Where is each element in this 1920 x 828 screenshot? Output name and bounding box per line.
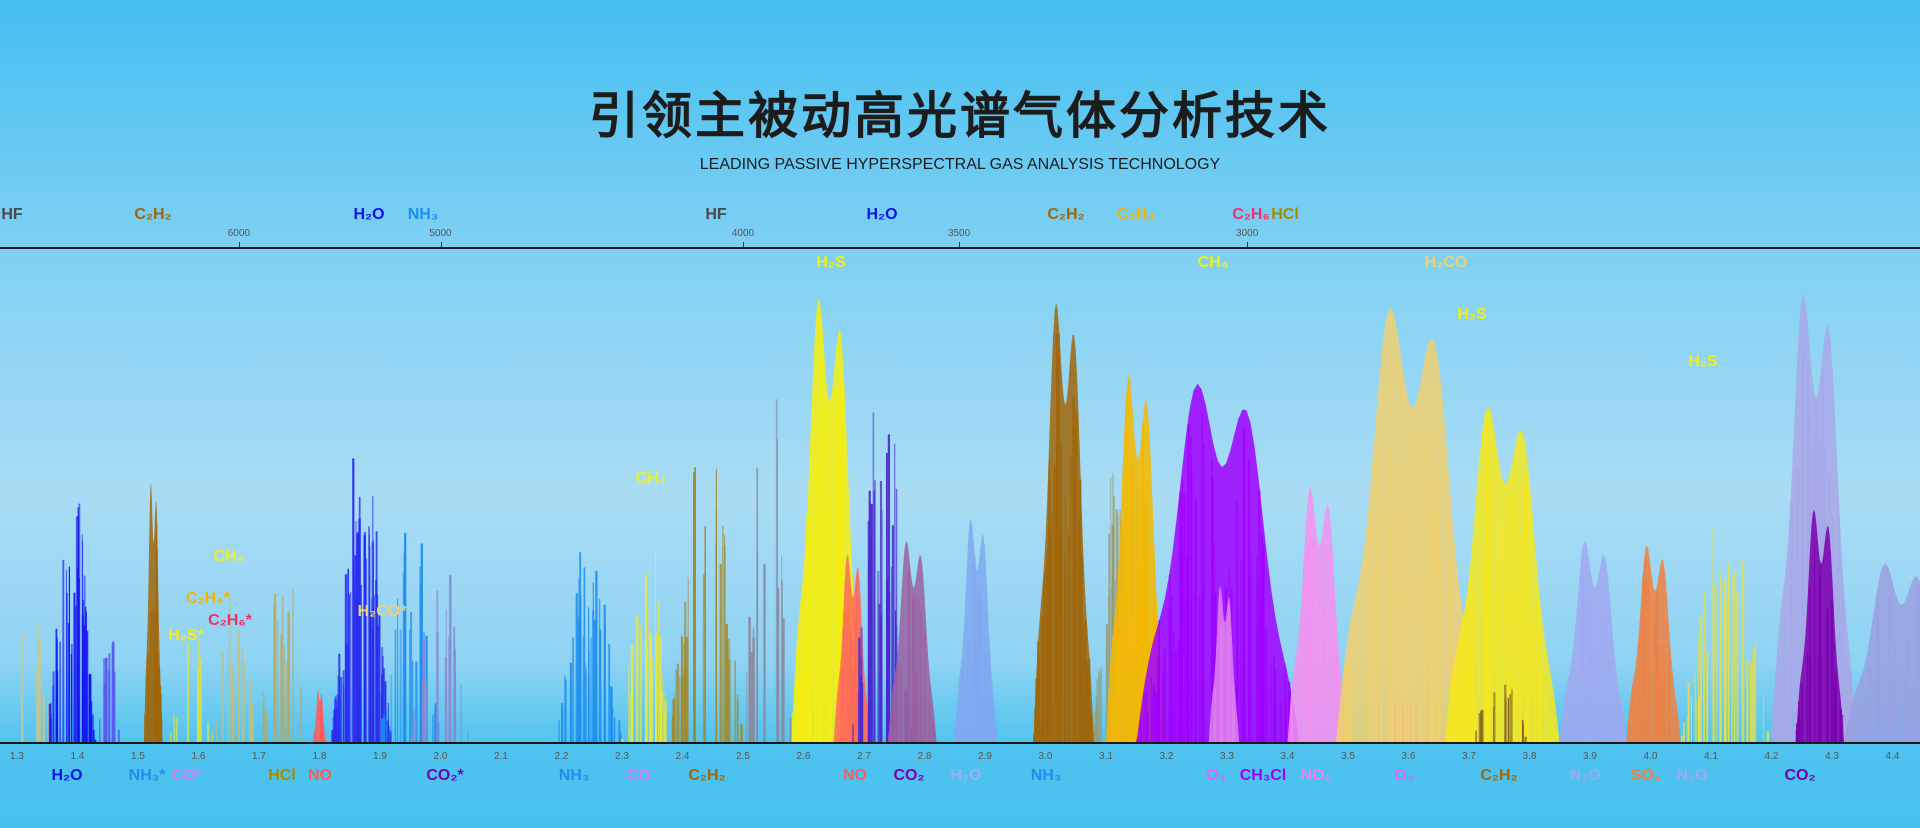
absorption-band [1444,406,1560,743]
bottom-gas-label: C₂H₂ [1480,767,1518,784]
bottom-gas-label: H₂O [950,767,982,784]
top-gas-label: HF [1,206,23,223]
bottom-tick-label: 3.5 [1341,751,1355,762]
bottom-gas-label: HCl [268,767,296,784]
bottom-tick-label: 1.8 [312,751,327,762]
bottom-tick-label: 1.3 [10,751,24,762]
bottom-tick-label: 4.2 [1764,751,1779,762]
bottom-gas-label: CO₂ [893,767,925,784]
bottom-tick-label: 3.7 [1462,751,1476,762]
bottom-tick-label: 2.7 [857,751,871,762]
bottom-tick-label: 4.4 [1885,751,1900,762]
inner-gas-label: H₂S* [168,627,204,644]
bottom-tick-label: 4.1 [1704,751,1718,762]
inner-gas-label: C₂H₆* [208,612,252,629]
bottom-tick-label: 1.6 [191,751,206,762]
bottom-tick-label: 2.2 [554,751,569,762]
bottom-tick-label: 2.6 [796,751,811,762]
bottom-tick-label: 2.0 [433,751,448,762]
bottom-gas-label: O₃ [1394,767,1414,784]
bottom-gas-label: C₂H₂ [688,767,726,784]
inner-gas-label: H₂S [816,254,846,271]
bottom-tick-label: 2.1 [494,751,508,762]
absorption-band [1559,540,1627,743]
bottom-gas-label: CO₂* [426,767,464,784]
bottom-tick-label: 1.9 [373,751,387,762]
top-tick-label: 6000 [227,228,250,239]
bottom-tick-label: 1.7 [252,751,266,762]
top-tick-mark [743,242,744,248]
top-gas-label: C₂H₄ [1117,206,1155,223]
spectrum-plot [21,293,1920,743]
bottom-gas-label: NO [843,767,867,784]
bottom-gas-label: CO* [171,767,203,784]
absorption-band [1844,563,1920,743]
bottom-gas-label: NO₂ [1300,767,1332,784]
absorption-band [1626,545,1681,743]
top-gas-label: C₂H₂ [1047,206,1085,223]
bottom-gas-label: NH₃* [128,767,166,784]
inner-gas-label: CH₄ [635,470,667,487]
top-tick-label: 5000 [429,228,452,239]
top-axis-line [0,247,1920,249]
bottom-gas-label: O₃ [1206,767,1226,784]
top-tick-label: 4000 [731,228,755,239]
bottom-tick-label: 2.5 [736,751,750,762]
inner-gas-label: C₂H₄* [185,590,231,607]
top-tick-label: 3500 [947,228,971,239]
bottom-gas-label: N₂O [1569,767,1601,784]
bottom-tick-label: 1.5 [131,751,145,762]
top-tick-mark [959,242,961,248]
bottom-tick-label: 3.1 [1099,751,1113,762]
top-tick-label: 3000 [1236,228,1259,239]
bottom-gas-label: N₂O [1676,767,1708,784]
top-tick-mark [440,242,442,248]
bottom-tick-label: 3.0 [1038,751,1053,762]
inner-gas-label: CH₄ [1197,254,1229,271]
inner-gas-label: H₂S [1688,353,1718,370]
bottom-tick-label: 3.9 [1583,751,1597,762]
bottom-gas-label: CH₃Cl [1239,767,1287,784]
bottom-tick-label: 2.3 [615,751,629,762]
bottom-tick-label: 3.6 [1401,751,1416,762]
bottom-gas-label: NH₃ [558,767,590,784]
bottom-gas-label: CO [627,767,651,784]
top-gas-label: H₂O [866,206,898,223]
bottom-axis-line [0,742,1920,744]
top-gas-label: H₂O [353,206,385,223]
bottom-tick-label: 2.8 [917,751,932,762]
top-gas-label: NH₃ [407,206,439,223]
bottom-tick-label: 3.4 [1280,751,1295,762]
bottom-gas-label: SO₂ [1630,767,1662,784]
page-title: 引领主被动高光谱气体分析技术 [589,87,1331,145]
bottom-gas-label: NO [308,767,332,784]
top-gas-label: HF [705,206,727,223]
bottom-gas-label: H₂O [51,767,83,784]
inner-gas-label: H₂S [1457,306,1487,323]
inner-gas-label: H₂CO [1424,254,1468,271]
bottom-gas-label: CO₂ [1784,767,1816,784]
top-tick-mark [238,242,240,248]
inner-gas-label: CH₄ [213,548,245,565]
bottom-tick-label: 2.9 [978,751,992,762]
bottom-gas-label: NH₃ [1030,767,1062,784]
top-gas-label: C₂H₂ [134,206,172,223]
page-subtitle: LEADING PASSIVE HYPERSPECTRAL GAS ANALYS… [699,156,1221,173]
top-gas-label: HCl [1271,206,1299,223]
top-gas-label: C₂H₆ [1232,206,1270,223]
bottom-tick-label: 3.8 [1522,751,1537,762]
bottom-tick-label: 4.3 [1825,751,1839,762]
inner-gas-label: H₂CO* [357,603,407,620]
bottom-tick-label: 1.4 [70,751,85,762]
bottom-tick-label: 3.2 [1159,751,1174,762]
bottom-tick-label: 2.4 [675,751,690,762]
bottom-tick-label: 4.0 [1643,751,1658,762]
bottom-tick-label: 3.3 [1220,751,1234,762]
top-tick-mark [1247,242,1249,248]
